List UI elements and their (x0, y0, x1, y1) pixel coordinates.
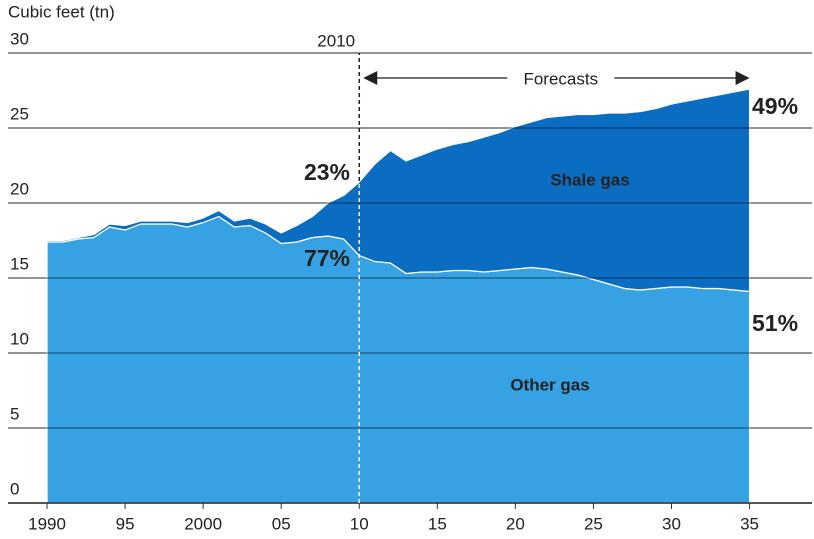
x-tick-label: 2000 (184, 514, 222, 533)
y-tick-label: 25 (10, 104, 29, 123)
share-label: 49% (752, 93, 798, 119)
y-tick-label: 10 (10, 329, 29, 348)
x-tick-label: 95 (116, 514, 135, 533)
y-tick-label: 0 (10, 479, 19, 498)
x-tick-label: 30 (662, 514, 681, 533)
area (46, 88, 751, 293)
share-label: 77% (304, 245, 350, 271)
arrow-head (363, 71, 378, 85)
arrow-head (735, 71, 750, 85)
vline-label: 2010 (317, 31, 355, 50)
share-label: 51% (752, 310, 798, 336)
x-tick-label: 20 (506, 514, 525, 533)
x-tick-label: 15 (428, 514, 447, 533)
x-tick-label: 05 (272, 514, 291, 533)
series-label: Shale gas (550, 170, 629, 189)
x-tick-label: 10 (350, 514, 369, 533)
series-label: Other gas (510, 375, 589, 394)
x-tick-label: 25 (584, 514, 603, 533)
y-tick-label: 5 (10, 404, 19, 423)
share-label: 23% (304, 159, 350, 185)
x-tick-label: 1990 (28, 514, 66, 533)
forecast-label: Forecasts (523, 69, 598, 88)
x-tick-label: 35 (740, 514, 759, 533)
y-axis-label: Cubic feet (tn) (8, 2, 115, 21)
y-tick-label: 30 (10, 29, 29, 48)
y-tick-label: 20 (10, 179, 29, 198)
y-tick-label: 15 (10, 254, 29, 273)
